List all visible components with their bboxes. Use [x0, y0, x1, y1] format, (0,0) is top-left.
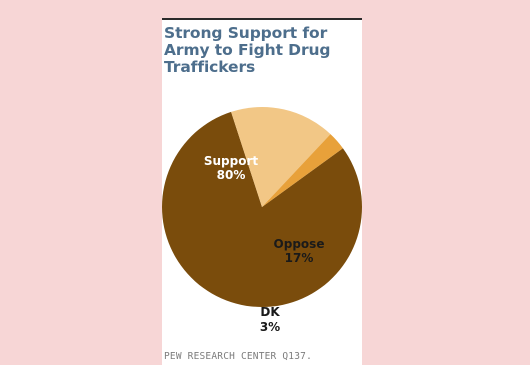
slice-value-dk: 3%: [260, 320, 280, 334]
pie-slice-support: [162, 111, 362, 308]
source-note: PEW RESEARCH CENTER Q137.: [164, 351, 312, 362]
slice-value-oppose: 17%: [285, 251, 314, 265]
slice-label-support: Support: [204, 154, 259, 168]
top-rule: [162, 18, 362, 20]
slice-value-support: 80%: [217, 168, 246, 182]
chart-card: Strong Support for Army to Fight Drug Tr…: [162, 18, 362, 365]
pie-slice-dk: [262, 134, 343, 207]
pie-slice-oppose: [231, 107, 331, 207]
chart-title: Strong Support for Army to Fight Drug Tr…: [164, 24, 331, 76]
slice-label-oppose: Oppose: [274, 237, 325, 251]
slice-label-dk: DK: [260, 305, 280, 319]
